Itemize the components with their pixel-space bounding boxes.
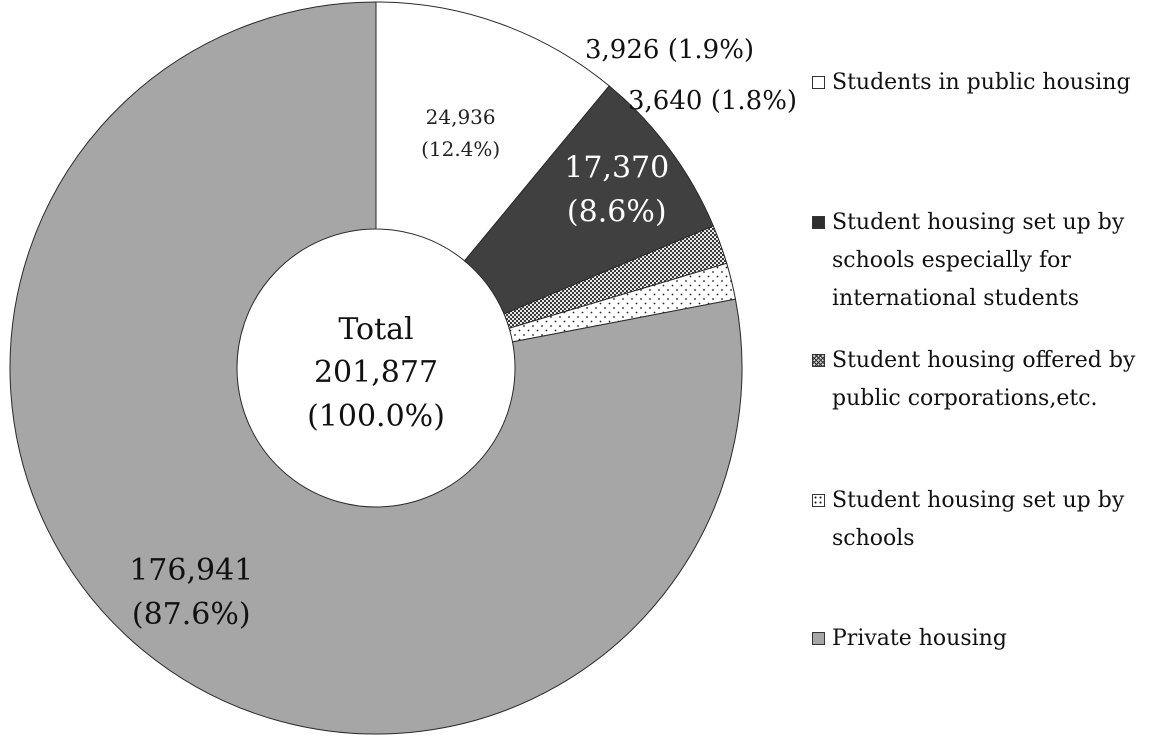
legend-item-public-corporations: Student housing offered by public corpora… — [812, 342, 1157, 418]
center-total-value: 201,877 — [314, 355, 438, 390]
data-label-private-housing-line-1: 176,941 — [129, 553, 253, 588]
legend-label-public-housing-line-1: Students in public housing — [832, 70, 1131, 95]
data-label-public-housing-line-2: (12.4%) — [421, 137, 500, 161]
data-labels-layer: 24,936 (12.4%) 17,370 (8.6%) 3,926 (1.9%) 3,6… — [129, 35, 797, 632]
legend-swatch-public-corporations — [812, 354, 825, 367]
legend-swatch-public-housing — [812, 76, 825, 89]
legend-label-private-housing: Private housing — [812, 620, 1157, 658]
data-label-public-housing: 24,936 (12.4%) — [421, 105, 500, 161]
data-label-private-housing: 176,941 (87.6%) — [129, 553, 253, 632]
legend-label-school-international: Student housing set up by schools especia… — [812, 204, 1157, 318]
legend-swatch-school-international — [812, 216, 825, 229]
legend-label-public-corporations-line-1: Student housing offered by — [832, 348, 1136, 373]
center-label-group: Total 201,877 (100.0%) — [307, 312, 445, 434]
legend-swatch-school-housing — [812, 494, 825, 507]
legend-label-school-international-line-1: Student housing set up by — [832, 210, 1125, 235]
legend-item-public-housing: Students in public housing — [812, 64, 1157, 102]
slice-school-international — [463, 85, 714, 315]
legend-label-school-housing-line-2: schools — [832, 526, 915, 551]
data-label-school-housing-line-1: 3,640 (1.8%) — [628, 86, 797, 116]
legend-label-private-housing-line-1: Private housing — [832, 626, 1007, 651]
legend-item-private-housing: Private housing — [812, 620, 1157, 658]
legend-item-school-international: Student housing set up by schools especia… — [812, 204, 1157, 318]
data-label-private-housing-line-2: (87.6%) — [132, 597, 251, 632]
data-label-school-international-line-2: (8.6%) — [567, 194, 667, 229]
data-label-school-housing: 3,640 (1.8%) — [628, 86, 797, 116]
slice-private-housing — [9, 1, 743, 735]
center-percent: (100.0%) — [307, 399, 445, 434]
data-label-school-international-line-1: 17,370 — [564, 150, 669, 185]
legend-label-public-corporations: Student housing offered by public corpora… — [812, 342, 1157, 418]
center-title: Total — [338, 312, 413, 347]
legend-label-school-housing-line-1: Student housing set up by — [832, 488, 1125, 513]
legend-item-school-housing: Student housing set up by schools — [812, 482, 1157, 558]
data-label-school-international: 17,370 (8.6%) — [564, 150, 669, 229]
data-label-public-corporations-line-1: 3,926 (1.9%) — [585, 35, 754, 65]
legend-swatch-private-housing — [812, 632, 825, 645]
legend-label-public-corporations-line-2: public corporations,etc. — [832, 386, 1098, 411]
legend-label-school-international-line-2: schools especially for — [832, 248, 1071, 273]
legend-label-school-international-line-3: international students — [832, 286, 1080, 311]
legend-label-public-housing: Students in public housing — [812, 64, 1157, 102]
slice-public-housing — [375, 1, 610, 262]
data-label-public-housing-line-1: 24,936 — [426, 105, 496, 129]
data-label-public-corporations: 3,926 (1.9%) — [585, 35, 754, 65]
slices-layer — [9, 1, 743, 735]
legend-label-school-housing: Student housing set up by schools — [812, 482, 1157, 558]
donut-chart-svg: Total 201,877 (100.0%) 24,936 (12.4%) 17,370… — [9, 1, 797, 735]
